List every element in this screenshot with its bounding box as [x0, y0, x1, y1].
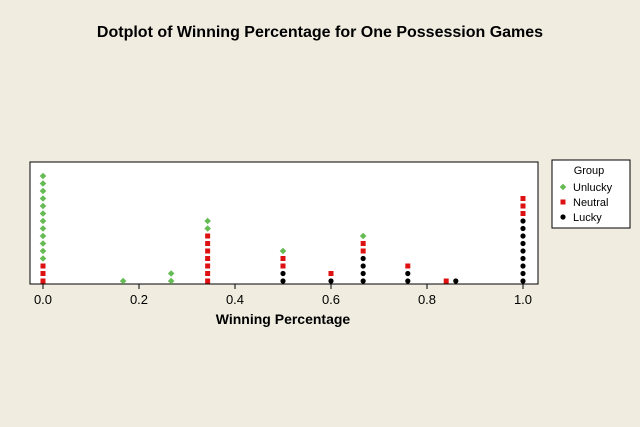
data-point-unlucky — [39, 225, 47, 232]
data-point-unlucky — [359, 232, 367, 240]
data-point-neutral — [40, 278, 46, 284]
x-tick-label: 0.0 — [34, 292, 52, 307]
data-point-neutral — [205, 263, 211, 269]
legend-label-neutral: Neutral — [573, 197, 608, 209]
data-point-lucky — [280, 278, 286, 284]
x-axis-label: Winning Percentage — [216, 311, 351, 327]
data-point-lucky — [520, 225, 526, 232]
x-tick-label: 0.6 — [322, 292, 340, 307]
data-point-lucky — [520, 248, 526, 254]
legend-items: Unlucky Neutral Lucky — [559, 182, 613, 224]
legend-marker-neutral — [560, 199, 566, 205]
data-point-unlucky — [39, 240, 47, 247]
data-point-neutral — [520, 196, 526, 201]
x-tick-label: 0.8 — [418, 292, 436, 307]
data-point-lucky — [520, 233, 526, 239]
data-point-unlucky — [39, 217, 47, 225]
data-point-lucky — [520, 218, 526, 224]
legend-marker-unlucky — [559, 183, 567, 191]
legend-label-unlucky: Unlucky — [573, 182, 613, 194]
data-point-lucky — [280, 270, 286, 277]
data-point-unlucky — [39, 232, 47, 240]
data-point-neutral — [360, 241, 366, 246]
data-point-neutral — [205, 278, 211, 284]
legend-label-lucky: Lucky — [573, 212, 602, 224]
data-point-neutral — [205, 241, 211, 246]
legend-title: Group — [574, 165, 605, 177]
data-point-neutral — [205, 271, 211, 276]
data-point-lucky — [360, 263, 366, 269]
data-point-unlucky — [39, 210, 47, 217]
data-point-unlucky — [279, 247, 287, 255]
data-points — [39, 172, 526, 285]
data-point-unlucky — [119, 277, 127, 285]
chart-title: Dotplot of Winning Percentage for One Po… — [97, 24, 543, 41]
x-tick-label: 1.0 — [514, 292, 532, 307]
x-axis-ticks: 0.0 0.2 0.4 0.6 0.8 1.0 — [34, 284, 532, 307]
data-point-neutral — [280, 263, 286, 269]
data-point-neutral — [205, 233, 211, 239]
legend: Group Unlucky Neutral Lucky — [551, 159, 631, 229]
data-point-unlucky — [39, 202, 47, 210]
data-point-lucky — [405, 278, 411, 284]
data-point-neutral — [40, 263, 46, 269]
data-point-unlucky — [167, 270, 175, 277]
data-point-lucky — [360, 270, 366, 277]
data-point-lucky — [520, 255, 526, 262]
data-point-lucky — [360, 255, 366, 262]
data-point-neutral — [280, 256, 286, 261]
data-point-lucky — [520, 270, 526, 277]
data-point-unlucky — [39, 195, 47, 202]
data-point-lucky — [453, 278, 459, 284]
data-point-lucky — [520, 240, 526, 247]
data-point-neutral — [205, 248, 211, 254]
data-point-unlucky — [39, 247, 47, 255]
data-point-lucky — [328, 278, 334, 284]
data-point-neutral — [405, 263, 411, 269]
data-point-neutral — [443, 278, 449, 284]
data-point-unlucky — [39, 255, 47, 262]
data-point-neutral — [205, 256, 211, 261]
data-point-neutral — [40, 271, 46, 276]
data-point-neutral — [520, 203, 526, 209]
data-point-unlucky — [39, 187, 47, 195]
legend-marker-lucky — [560, 214, 566, 220]
data-point-unlucky — [204, 217, 211, 225]
data-point-neutral — [360, 248, 366, 254]
x-tick-label: 0.4 — [226, 292, 244, 307]
data-point-neutral — [520, 211, 526, 216]
data-point-unlucky — [204, 225, 211, 232]
data-point-unlucky — [39, 180, 47, 187]
data-point-neutral — [328, 271, 334, 276]
data-point-lucky — [405, 270, 411, 277]
data-point-lucky — [520, 278, 526, 284]
data-point-unlucky — [39, 172, 47, 180]
data-point-lucky — [360, 278, 366, 284]
data-point-lucky — [520, 263, 526, 269]
x-tick-label: 0.2 — [130, 292, 148, 307]
data-point-unlucky — [167, 277, 175, 285]
